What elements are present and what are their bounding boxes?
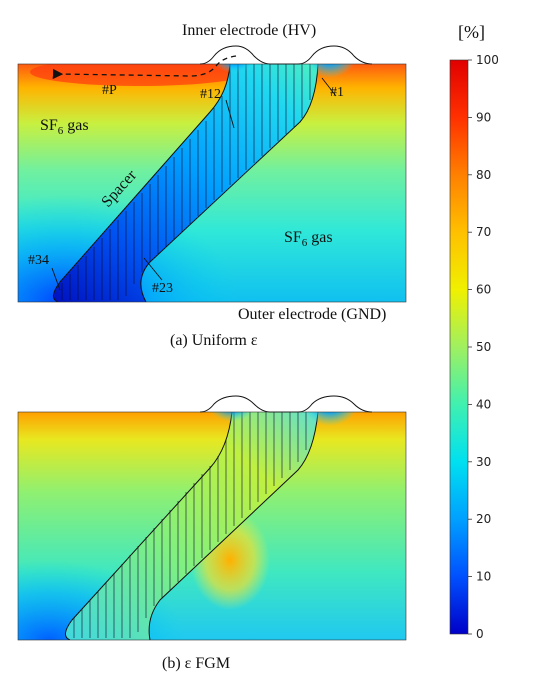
point-label-12: #12: [200, 87, 221, 102]
colorbar-tick-label: 50: [476, 340, 491, 354]
point-label-34: #34: [28, 253, 49, 268]
point-label-23: #23: [152, 281, 173, 296]
spacer-body-a: [53, 64, 319, 302]
panel-a: Inner electrode (HV) Outer electrode (GN…: [17, 22, 407, 349]
colorbar-tick-label: 0: [476, 627, 484, 641]
colorbar-tick-label: 10: [476, 570, 491, 584]
colorbar-unit: [%]: [458, 22, 485, 42]
panel-b: (b) ε FGM: [17, 390, 407, 672]
colorbar-tick-label: 70: [476, 225, 491, 239]
gas-label-left: SF6 gas: [40, 117, 89, 137]
colorbar-tick-label: 90: [476, 110, 491, 124]
spacer-body-b: [65, 412, 318, 640]
inner-electrode-label: Inner electrode (HV): [182, 22, 316, 39]
colorbar-tick-label: 20: [476, 512, 491, 526]
caption-a: (a) Uniform ε: [170, 332, 258, 349]
inner-electrode-a: [200, 40, 372, 64]
colorbar-gradient: [449, 59, 469, 635]
point-label-p: #P: [102, 83, 117, 98]
panel-a-field: [18, 64, 406, 302]
point-label-1: #1: [330, 85, 344, 100]
colorbar-tick-label: 30: [476, 455, 491, 469]
colorbar-tick-label: 40: [476, 397, 491, 411]
panel-b-field: [18, 412, 406, 640]
colorbar-tick-label: 100: [476, 53, 499, 67]
outer-electrode-label: Outer electrode (GND): [238, 306, 386, 323]
path-p-arrow: [52, 55, 237, 80]
colorbar-tick-label: 60: [476, 283, 491, 297]
inner-electrode-b: [200, 390, 372, 412]
colorbar-tick-label: 80: [476, 168, 491, 182]
gas-label-right: SF6 gas: [284, 229, 333, 249]
spacer-hatch-a: [61, 64, 311, 300]
caption-b: (b) ε FGM: [162, 655, 230, 672]
